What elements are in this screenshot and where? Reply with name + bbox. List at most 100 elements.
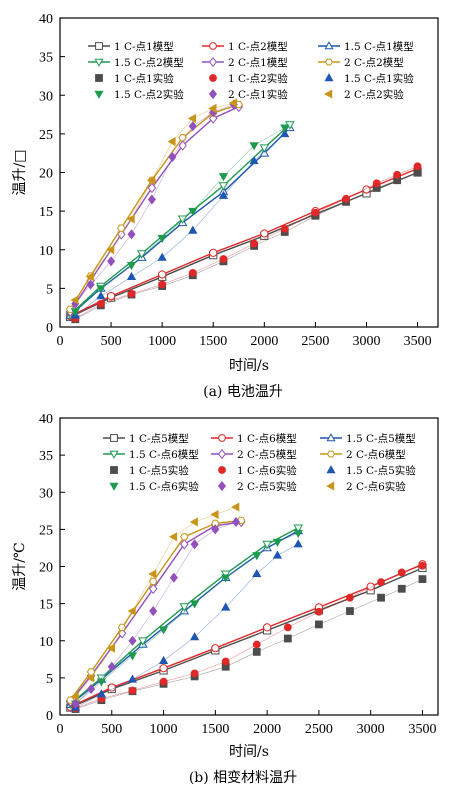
- series-line: [70, 567, 423, 709]
- series-10: [70, 124, 290, 317]
- data-point: [167, 137, 176, 147]
- legend-swatch-marker: [326, 433, 336, 442]
- series-7: [71, 575, 427, 713]
- y-tick-label: 20: [39, 561, 53, 576]
- y-tick-label: 5: [46, 282, 53, 297]
- x-axis-title: 时间/s: [229, 358, 269, 374]
- series-12: [70, 98, 237, 305]
- legend-label: 2 C-点5实验: [237, 480, 297, 493]
- series-line: [75, 104, 234, 304]
- x-tick-label: 500: [101, 334, 122, 349]
- y-tick-label: 0: [46, 321, 53, 336]
- legend-item: 1 C-点5模型: [103, 432, 189, 445]
- legend-item: 2 C-点6实验: [326, 480, 406, 493]
- y-tick-label: 0: [46, 709, 53, 724]
- legend-label: 2 C-点2实验: [344, 88, 404, 101]
- data-point: [190, 539, 199, 550]
- data-point: [188, 207, 198, 217]
- series-line: [75, 578, 423, 710]
- legend-swatch-marker: [208, 89, 218, 100]
- x-tick-label: 2500: [301, 334, 329, 349]
- data-point: [231, 502, 240, 512]
- legend-item: 2 C-点6模型: [320, 448, 406, 461]
- data-point: [252, 647, 261, 656]
- legend-item: 1.5 C-点6模型: [103, 448, 199, 461]
- x-tick-label: 2000: [253, 722, 281, 737]
- y-tick-label: 25: [39, 523, 53, 538]
- data-point: [127, 289, 136, 298]
- data-point: [96, 689, 107, 698]
- legend-label: 1.5 C-点1模型: [344, 40, 414, 53]
- data-point: [209, 248, 218, 257]
- legend-label: 1.5 C-点1实验: [344, 72, 414, 85]
- legend-swatch-marker: [208, 57, 218, 68]
- series-line: [69, 106, 240, 312]
- legend-label: 1 C-点5实验: [129, 464, 189, 477]
- x-tick-label: 2000: [250, 334, 278, 349]
- x-tick-label: 1500: [199, 334, 227, 349]
- series-11: [71, 516, 241, 709]
- y-tick-label: 10: [39, 244, 53, 259]
- data-point: [221, 602, 231, 611]
- chart-caption: (b) 相变材料温升: [189, 770, 297, 786]
- x-tick-label: 1000: [150, 722, 178, 737]
- data-point: [218, 173, 229, 182]
- data-point: [189, 517, 198, 527]
- plot-frame: [59, 417, 439, 716]
- data-point: [180, 538, 189, 550]
- data-point: [128, 635, 137, 646]
- legend-item: 1 C-点5实验: [110, 464, 189, 477]
- data-point: [366, 582, 375, 591]
- series-group: [65, 98, 422, 324]
- data-point: [262, 540, 272, 550]
- y-tick-label: 40: [39, 12, 53, 27]
- data-point: [107, 661, 116, 672]
- legend-swatch-marker: [110, 434, 118, 442]
- data-point: [272, 538, 283, 547]
- data-point: [283, 623, 292, 632]
- legend-item: 1.5 C-点5实验: [326, 464, 416, 477]
- legend-item: 2 C-点5模型: [211, 448, 297, 461]
- x-tick-label: 3000: [357, 722, 385, 737]
- data-point: [188, 121, 197, 132]
- series-line: [75, 506, 237, 697]
- data-point: [252, 552, 262, 561]
- y-tick-label: 30: [39, 486, 53, 501]
- data-point: [188, 225, 198, 234]
- legend-label: 1.5 C-点6模型: [129, 448, 199, 461]
- data-point: [128, 686, 137, 695]
- legend-item: 1 C-点1模型: [88, 40, 174, 53]
- chart-caption: (a) 电池温升: [203, 384, 283, 400]
- legend-swatch-marker: [326, 481, 335, 491]
- legend-label: 1 C-点6实验: [237, 464, 297, 477]
- legend: 1 C-点1模型 1 C-点2模型 1.5 C-点1模型 1.5 C-点2模型 2 C-…: [88, 40, 414, 101]
- legend-item: 2 C-点2实验: [324, 88, 404, 101]
- data-point: [126, 214, 135, 224]
- data-point: [221, 574, 231, 583]
- data-point: [280, 124, 290, 133]
- data-point: [157, 252, 167, 261]
- legend-label: 1 C-点2实验: [228, 72, 288, 85]
- data-point: [315, 620, 323, 629]
- data-point: [377, 593, 385, 602]
- legend-swatch-marker: [94, 90, 104, 99]
- x-axis: 0 500 1000 1500 2000 2500 3000 3500: [57, 710, 436, 737]
- legend-swatch-marker: [326, 465, 336, 474]
- legend-item: 1.5 C-点6实验: [109, 480, 199, 493]
- data-point: [280, 128, 290, 138]
- series-line: [69, 171, 418, 318]
- legend-swatch-marker: [324, 41, 334, 50]
- legend-label: 2 C-点5模型: [237, 448, 297, 461]
- legend: 1 C-点5模型 1 C-点6模型 1.5 C-点5模型 1.5 C-点6模型 2 C-…: [103, 432, 416, 493]
- data-point: [106, 643, 115, 653]
- data-point: [107, 683, 116, 692]
- data-point: [85, 272, 94, 282]
- legend-label: 1 C-点5模型: [129, 432, 189, 445]
- series-11: [71, 99, 238, 309]
- x-tick-label: 3500: [408, 722, 436, 737]
- data-point: [96, 299, 105, 308]
- data-point: [372, 179, 381, 188]
- legend-swatch-marker: [110, 466, 118, 474]
- data-point: [188, 269, 197, 277]
- x-tick-label: 1000: [148, 334, 176, 349]
